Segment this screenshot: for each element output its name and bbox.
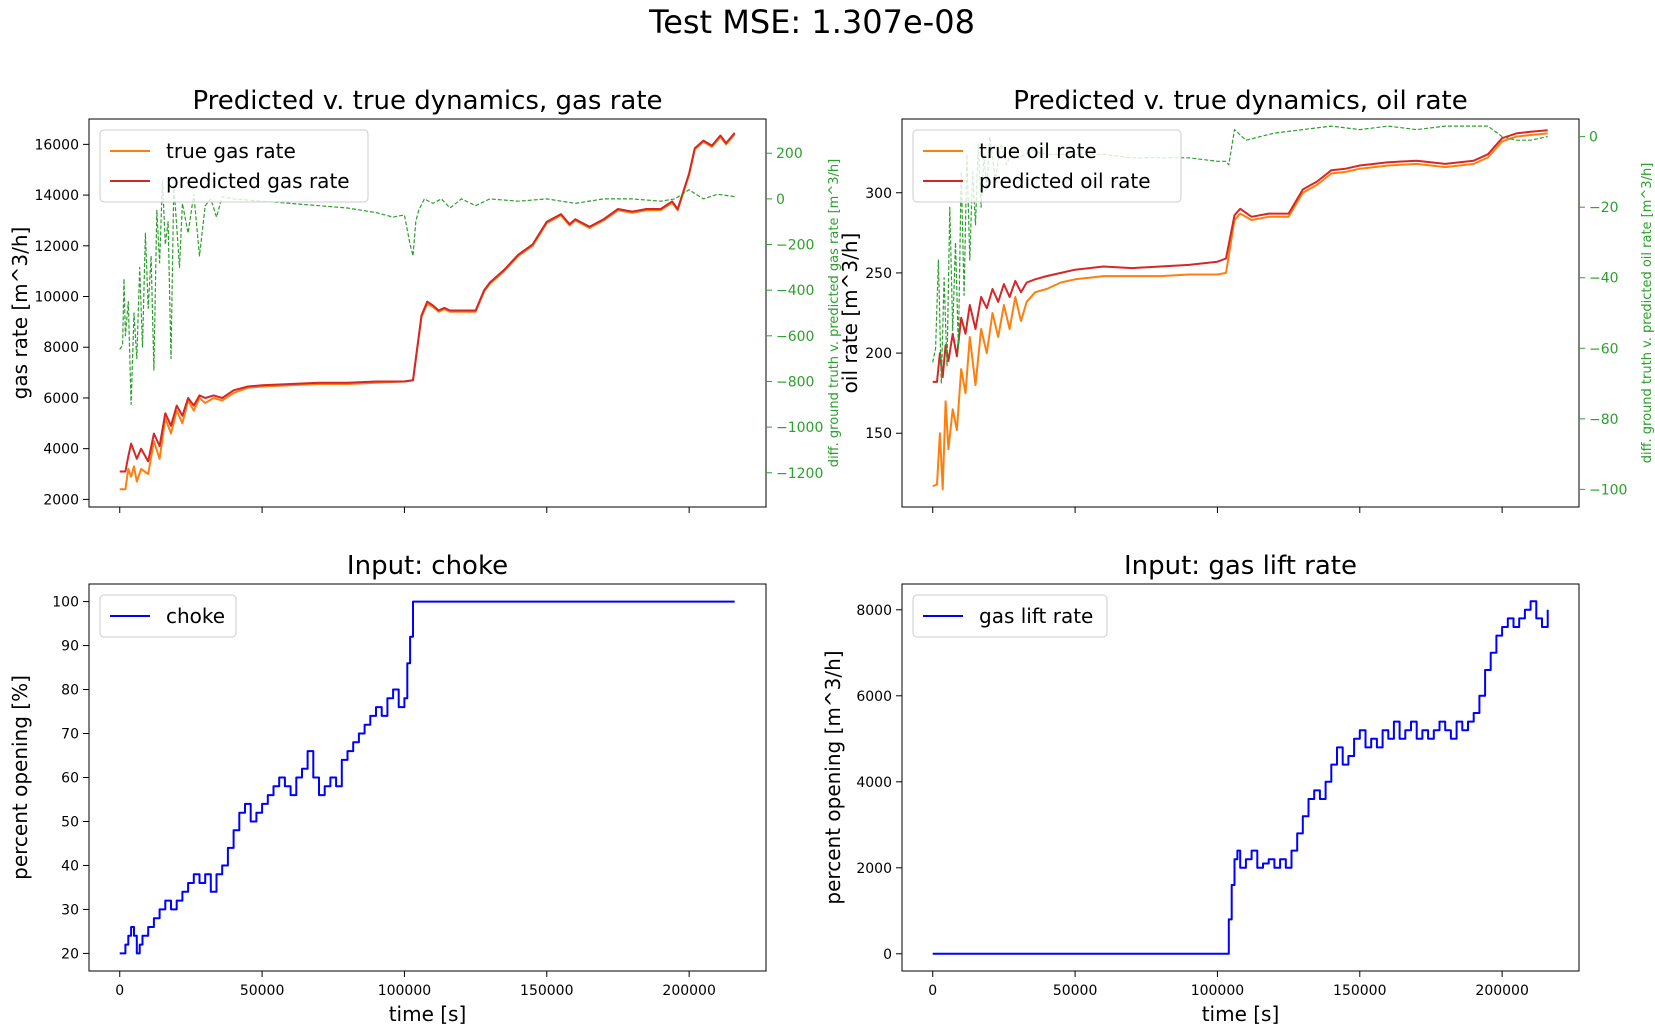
y2-tick-label: −80 [1589,412,1619,428]
legend: gas lift rate [912,594,1108,638]
subplot-title: Input: choke [347,551,508,581]
subplot-title: Input: gas lift rate [1124,551,1357,581]
axes-frame [901,583,1580,972]
y-tick-label: 8000 [43,340,79,356]
y2-tick-label: −800 [776,374,814,390]
x-axis-label: time [s] [1202,1002,1280,1026]
series-line-predicted [932,129,1548,383]
series-line-predicted [119,132,736,473]
legend-frame [912,594,1108,638]
y-tick-label: 6000 [856,689,892,705]
y2-tick-label: 0 [776,192,785,208]
y2-axis-label: diff. ground truth v. predicted oil rate… [1640,163,1655,464]
legend-frame [99,129,369,203]
y-tick-label: 100 [52,595,79,611]
y-tick-label: 6000 [43,391,79,407]
legend: choke [99,594,237,638]
y-tick-label: 50 [61,814,79,830]
legend-label: choke [166,604,225,628]
y-tick-label: 250 [865,266,892,282]
x-tick-label: 100000 [378,983,431,999]
x-tick-label: 100000 [1191,983,1244,999]
series-line-true [932,132,1548,491]
plot-area-gaslift [932,600,1549,955]
legend-label: predicted gas rate [166,169,350,193]
y-tick-label: 20 [61,946,79,962]
y-tick-label: 8000 [856,603,892,619]
subplot-grid: Predicted v. true dynamics, gas rate2000… [8,86,1655,1026]
subplot-gaslift: Input: gas lift rate 0 50000 100000 150000 20… [821,551,1580,1026]
subplot-oil: Predicted v. true dynamics, oil rate 150 2… [838,86,1655,513]
x-tick-label: 50000 [1053,983,1098,999]
y-tick-label: 14000 [34,188,79,204]
y2-tick-label: 200 [776,146,803,162]
y-tick-label: 4000 [856,775,892,791]
figure-suptitle: Test MSE: 1.307e-08 [648,3,975,41]
legend-label: true gas rate [166,139,296,163]
series-line-input [119,600,735,955]
subplot-gas: Predicted v. true dynamics, gas rate2000… [8,86,842,513]
x-tick-label: 200000 [662,983,715,999]
y-axis-label: gas rate [m^3/h] [8,227,32,400]
y-tick-label: 16000 [34,137,79,153]
y-tick-label: 10000 [34,290,79,306]
subplot-title: Predicted v. true dynamics, oil rate [1013,86,1468,116]
y2-tick-label: −20 [1589,200,1619,216]
subplot-choke: Input: choke 0 50000 100000 150000 200000 20 30… [8,551,767,1026]
y2-tick-label: −200 [776,238,814,254]
x-tick-label: 200000 [1475,983,1528,999]
y-axis-label: percent opening [%] [8,675,32,880]
y-tick-label: 150 [865,426,892,442]
y-tick-label: 70 [61,727,79,743]
axes-frame [901,118,1580,508]
legend-label: true oil rate [979,139,1097,163]
legend: true oil rate predicted oil rate [912,129,1182,203]
x-tick-label: 0 [928,983,937,999]
x-tick-label: 150000 [520,983,573,999]
y2-axis-label: diff. ground truth v. predicted gas rate… [827,159,842,467]
legend-frame [912,129,1182,203]
y-axis-label: percent opening [m^3/h] [821,650,845,904]
y2-tick-label: −600 [776,329,814,345]
plot-area-choke [119,600,735,955]
y-tick-label: 2000 [43,492,79,508]
y2-tick-label: −40 [1589,271,1619,287]
y-tick-label: 30 [61,902,79,918]
legend-frame [99,594,237,638]
x-tick-label: 0 [115,983,124,999]
y2-tick-label: 0 [1589,130,1598,146]
axes-frame [88,118,767,508]
x-tick-label: 50000 [240,983,285,999]
y2-tick-label: −400 [776,283,814,299]
legend-label: gas lift rate [979,604,1093,628]
subplot-title: Predicted v. true dynamics, gas rate [192,86,662,116]
y-tick-label: 0 [883,947,892,963]
legend-label: predicted oil rate [979,169,1151,193]
y-tick-label: 40 [61,858,79,874]
y-tick-label: 300 [865,186,892,202]
y-tick-label: 200 [865,346,892,362]
y-tick-label: 12000 [34,239,79,255]
y-axis-label: oil rate [m^3/h] [838,233,862,394]
y-tick-label: 80 [61,683,79,699]
y2-tick-label: −60 [1589,341,1619,357]
x-axis-label: time [s] [389,1002,467,1026]
x-tick-label: 150000 [1333,983,1386,999]
y-tick-label: 60 [61,771,79,787]
y-tick-label: 2000 [856,861,892,877]
y-tick-label: 90 [61,639,79,655]
y2-tick-label: −1000 [776,420,823,436]
legend: true gas rate predicted gas rate [99,129,369,203]
y2-tick-label: −1200 [776,466,823,482]
series-line-input [932,600,1549,955]
y2-tick-label: −100 [1589,482,1627,498]
y-tick-label: 4000 [43,442,79,458]
